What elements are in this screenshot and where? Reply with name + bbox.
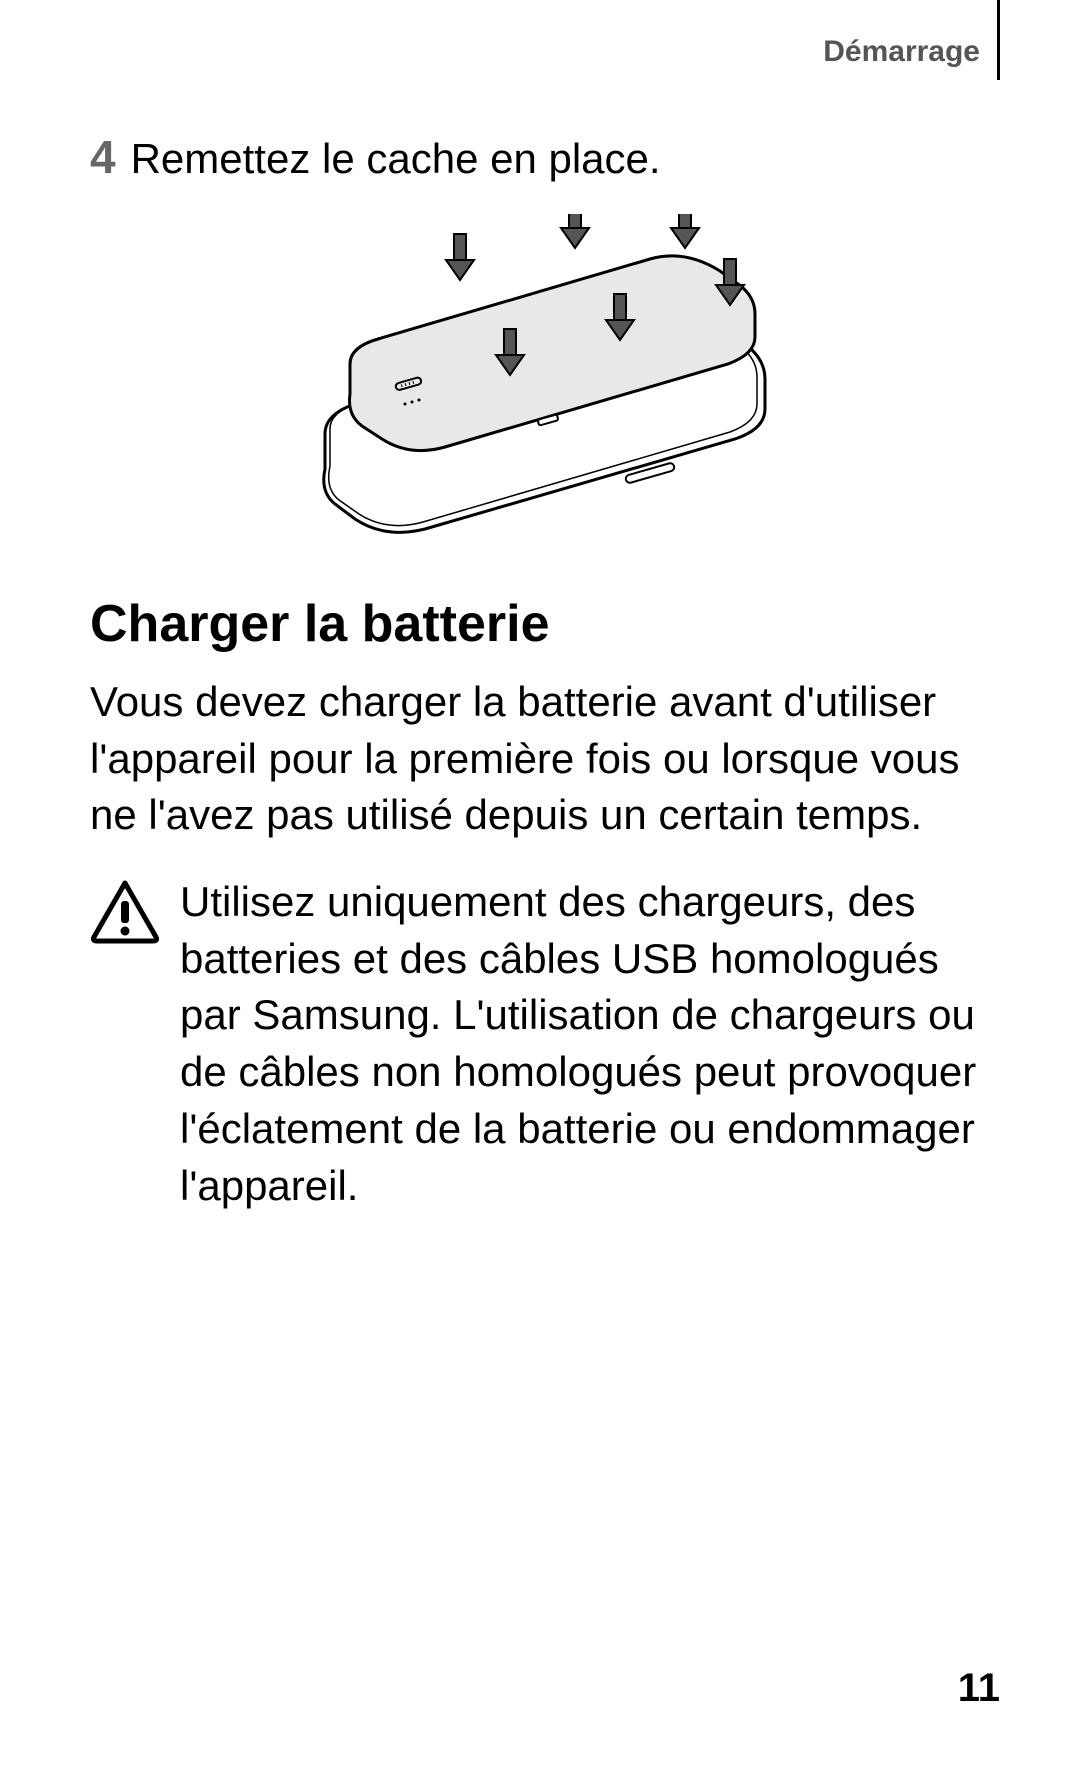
page-header: Démarrage (90, 40, 1000, 100)
header-section-label: Démarrage (823, 35, 980, 69)
warning-block: Utilisez uniquement des chargeurs, des b… (90, 874, 1000, 1214)
phone-cover-illustration-icon (285, 214, 805, 534)
step-text: Remettez le cache en place. (131, 135, 661, 183)
step-number: 4 (90, 130, 116, 184)
diagram-cover-reattach (90, 214, 1000, 534)
section-title-charge-battery: Charger la batterie (90, 594, 1000, 654)
step-4: 4 Remettez le cache en place. (90, 130, 1000, 184)
header-divider (997, 0, 1000, 80)
caution-icon (90, 874, 160, 949)
page-number: 11 (958, 1666, 1000, 1711)
warning-text: Utilisez uniquement des chargeurs, des b… (180, 874, 1000, 1214)
section-intro-text: Vous devez charger la batterie avant d'u… (90, 674, 1000, 844)
